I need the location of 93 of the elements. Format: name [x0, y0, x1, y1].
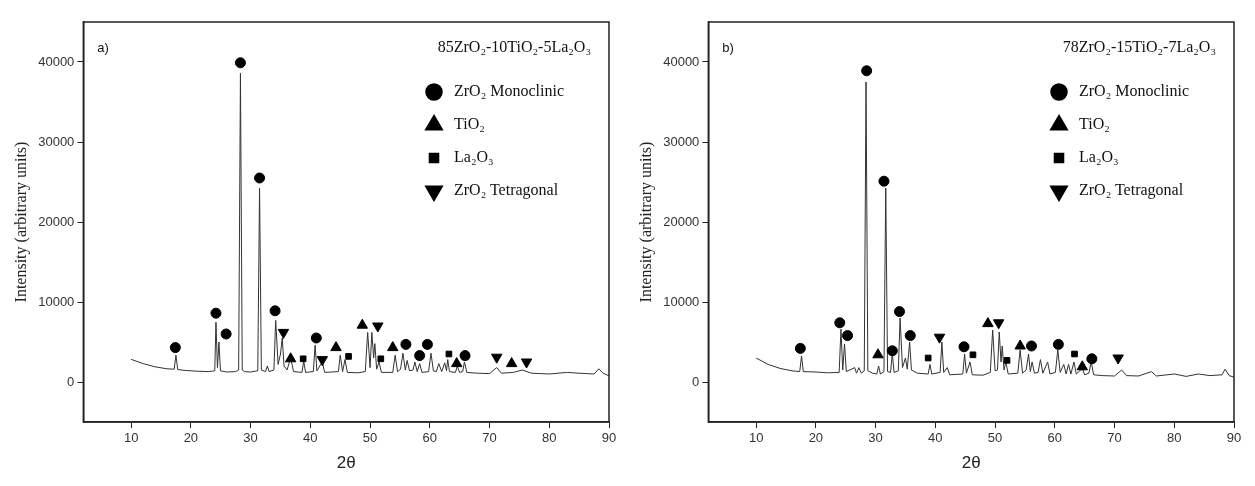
point: [1052, 338, 1064, 350]
point: [450, 357, 463, 368]
point: [316, 356, 328, 367]
point: [878, 175, 890, 187]
legend-label: La₂O₃: [1079, 148, 1119, 166]
y-tick-label: 0: [67, 373, 75, 389]
y-axis-title: Intensity (arbitrary units): [11, 141, 30, 303]
x-tick-label: 70: [482, 430, 497, 446]
y-tick-label: 10000: [38, 293, 75, 309]
point: [234, 57, 246, 69]
x-axis-title: 2θ: [961, 453, 981, 473]
point: [1003, 357, 1011, 364]
y-tick-label: 20000: [663, 213, 700, 229]
point: [277, 328, 290, 339]
y-tick-label: 20000: [38, 213, 75, 229]
annotation: a): [97, 40, 109, 55]
x-tick-label: 40: [928, 430, 943, 446]
point: [169, 342, 181, 354]
point: [459, 350, 471, 362]
x-tick-label: 10: [123, 430, 139, 446]
point: [220, 328, 232, 340]
point: [904, 330, 916, 342]
legend-label: ZrO₂ Tetragonal: [454, 181, 559, 200]
point: [842, 330, 854, 342]
point: [299, 355, 307, 363]
y-tick-label: 30000: [38, 133, 75, 149]
y-tick-label: 0: [692, 373, 700, 389]
point: [886, 345, 898, 357]
x-tick-label: 10: [748, 430, 764, 446]
x-axis-title: 2θ: [336, 453, 356, 473]
point: [445, 350, 453, 358]
point: [969, 351, 977, 359]
point: [1026, 340, 1038, 352]
point: [982, 317, 994, 328]
x-tick-label: 60: [1047, 430, 1063, 446]
x-tick-label: 80: [542, 430, 557, 446]
point: [794, 342, 806, 354]
y-tick-label: 40000: [38, 53, 75, 69]
x-tick-label: 40: [303, 430, 318, 446]
point: [1071, 350, 1078, 358]
legend-label: La₂O₃: [454, 148, 494, 166]
y-tick-label: 10000: [663, 293, 700, 309]
point: [387, 341, 399, 352]
x-tick-label: 60: [422, 430, 438, 446]
x-tick-label: 80: [1167, 430, 1182, 446]
point: [894, 306, 905, 318]
x-tick-label: 50: [362, 430, 378, 446]
x-tick-label: 30: [868, 430, 883, 446]
point: [1014, 339, 1026, 350]
x-tick-label: 70: [1107, 430, 1122, 446]
point: [421, 338, 433, 350]
x-tick-label: 20: [183, 430, 199, 446]
point: [861, 65, 873, 77]
annotation: 85ZrO₂-10TiO₂-5La₂O₃: [437, 38, 591, 55]
point: [520, 358, 533, 369]
point: [1076, 360, 1088, 371]
x-tick-label: 90: [1226, 430, 1242, 446]
point: [269, 305, 281, 317]
legend-label: ZrO₂ Tetragonal: [1079, 181, 1184, 200]
point: [254, 172, 266, 184]
point: [330, 341, 342, 352]
x-tick-label: 20: [808, 430, 824, 446]
x-tick-label: 30: [243, 430, 258, 446]
point: [377, 355, 385, 363]
point: [933, 333, 946, 344]
point: [992, 319, 1005, 330]
legend-label: TiO₂: [454, 115, 485, 133]
point: [958, 341, 970, 353]
point: [924, 354, 932, 362]
x-tick-label: 90: [601, 430, 617, 446]
point: [400, 338, 412, 350]
point: [284, 352, 297, 363]
point: [310, 332, 322, 344]
x-tick-label: 50: [987, 430, 1003, 446]
point: [372, 322, 384, 333]
y-tick-label: 30000: [663, 133, 700, 149]
legend-label: ZrO₂ Monoclinic: [1079, 82, 1189, 100]
point: [356, 318, 368, 329]
point: [210, 307, 222, 319]
legend-label: ZrO₂ Monoclinic: [454, 82, 564, 100]
point: [505, 357, 518, 368]
annotation: 78ZrO₂-15TiO₂-7La₂O₃: [1062, 38, 1216, 55]
y-tick-label: 40000: [663, 53, 700, 69]
point: [1112, 354, 1124, 365]
y-axis-title: Intensity (arbitrary units): [636, 141, 655, 303]
point: [491, 353, 503, 364]
point: [872, 348, 884, 359]
annotation: b): [722, 40, 734, 55]
point: [345, 353, 352, 360]
legend-label: TiO₂: [1079, 115, 1110, 133]
point: [414, 350, 426, 362]
point: [1086, 353, 1098, 365]
point: [834, 317, 846, 329]
